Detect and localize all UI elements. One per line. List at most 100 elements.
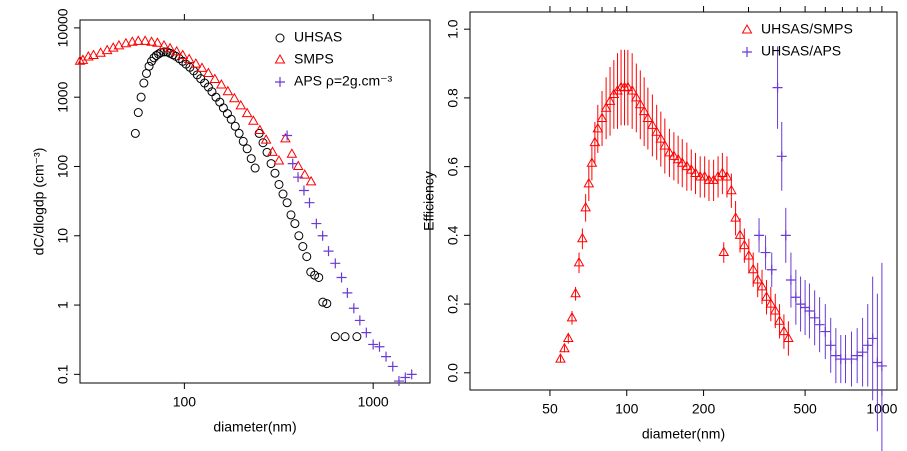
marker bbox=[126, 36, 138, 46]
marker bbox=[267, 146, 278, 156]
marker bbox=[183, 53, 195, 63]
x-axis-label: diameter(nm) bbox=[642, 426, 725, 442]
marker bbox=[814, 319, 825, 330]
marker bbox=[778, 325, 790, 336]
marker bbox=[725, 184, 737, 195]
x-tick-label: 1000 bbox=[358, 394, 389, 410]
marker bbox=[352, 332, 362, 342]
marker bbox=[825, 340, 836, 351]
x-axis-label: diameter(nm) bbox=[213, 419, 296, 435]
marker bbox=[241, 107, 253, 118]
legend-marker bbox=[274, 53, 286, 64]
marker bbox=[177, 49, 189, 59]
marker bbox=[857, 347, 868, 358]
marker bbox=[712, 170, 724, 181]
marker bbox=[604, 95, 616, 105]
marker bbox=[234, 128, 244, 138]
marker bbox=[592, 122, 604, 133]
marker bbox=[586, 157, 598, 167]
marker bbox=[690, 167, 701, 178]
marker bbox=[152, 37, 163, 47]
marker bbox=[387, 361, 398, 372]
marker bbox=[154, 49, 164, 59]
marker bbox=[785, 275, 796, 286]
marker bbox=[88, 49, 99, 59]
legend-marker bbox=[742, 47, 752, 57]
marker bbox=[330, 332, 340, 342]
marker bbox=[626, 85, 638, 95]
marker bbox=[676, 157, 688, 167]
marker bbox=[262, 147, 272, 157]
marker bbox=[596, 112, 608, 123]
y-tick-label: 100 bbox=[55, 155, 71, 179]
marker bbox=[862, 340, 873, 351]
marker bbox=[230, 121, 240, 131]
marker bbox=[747, 263, 759, 274]
marker bbox=[209, 73, 221, 83]
marker bbox=[274, 179, 284, 189]
marker bbox=[130, 128, 140, 138]
marker bbox=[139, 35, 151, 45]
marker bbox=[668, 150, 680, 160]
marker bbox=[299, 169, 311, 179]
marker bbox=[555, 353, 566, 363]
marker bbox=[867, 333, 878, 344]
marker bbox=[101, 44, 113, 55]
x-tick-label: 500 bbox=[793, 401, 817, 417]
marker bbox=[406, 369, 417, 380]
marker bbox=[672, 153, 684, 164]
y-tick-label: 0.6 bbox=[445, 157, 461, 177]
marker bbox=[229, 92, 240, 103]
marker bbox=[681, 160, 693, 171]
marker bbox=[754, 230, 765, 241]
marker bbox=[151, 50, 161, 60]
marker bbox=[400, 372, 411, 383]
marker bbox=[393, 376, 404, 387]
y-tick-label: 1.0 bbox=[445, 19, 461, 39]
marker bbox=[876, 360, 887, 371]
marker bbox=[783, 332, 794, 342]
marker bbox=[270, 168, 280, 178]
marker bbox=[171, 45, 182, 56]
marker bbox=[323, 246, 334, 257]
marker bbox=[765, 298, 777, 308]
y-tick-label: 1 bbox=[55, 301, 71, 309]
marker bbox=[638, 105, 650, 116]
y-axis-label: Efficiency bbox=[421, 171, 437, 231]
marker bbox=[809, 312, 820, 323]
marker bbox=[254, 124, 266, 135]
marker bbox=[634, 98, 646, 109]
marker bbox=[664, 146, 675, 157]
y-tick-label: 10000 bbox=[55, 8, 71, 47]
marker bbox=[260, 134, 272, 144]
marker bbox=[761, 291, 772, 301]
marker bbox=[248, 115, 259, 125]
y-tick-label: 0.2 bbox=[445, 294, 461, 314]
marker bbox=[368, 339, 379, 350]
marker bbox=[250, 163, 260, 173]
marker bbox=[342, 287, 353, 298]
marker bbox=[804, 305, 815, 316]
marker bbox=[292, 160, 304, 170]
marker bbox=[178, 56, 188, 66]
marker bbox=[77, 54, 89, 64]
marker bbox=[226, 114, 236, 124]
marker bbox=[293, 172, 304, 183]
x-tick-label: 50 bbox=[542, 401, 558, 417]
marker bbox=[766, 264, 777, 275]
marker bbox=[374, 341, 385, 352]
marker bbox=[577, 232, 588, 243]
marker bbox=[730, 212, 741, 222]
marker bbox=[738, 239, 750, 250]
marker bbox=[348, 303, 359, 314]
legend-marker bbox=[741, 23, 753, 34]
marker bbox=[74, 55, 86, 65]
y-tick-label: 0.4 bbox=[445, 225, 461, 245]
marker bbox=[772, 82, 783, 93]
marker bbox=[286, 148, 298, 158]
marker bbox=[113, 39, 125, 50]
marker bbox=[760, 247, 771, 258]
marker bbox=[651, 126, 663, 136]
x-tick-label: 100 bbox=[615, 401, 639, 417]
y-tick-label: 0.1 bbox=[55, 364, 71, 384]
